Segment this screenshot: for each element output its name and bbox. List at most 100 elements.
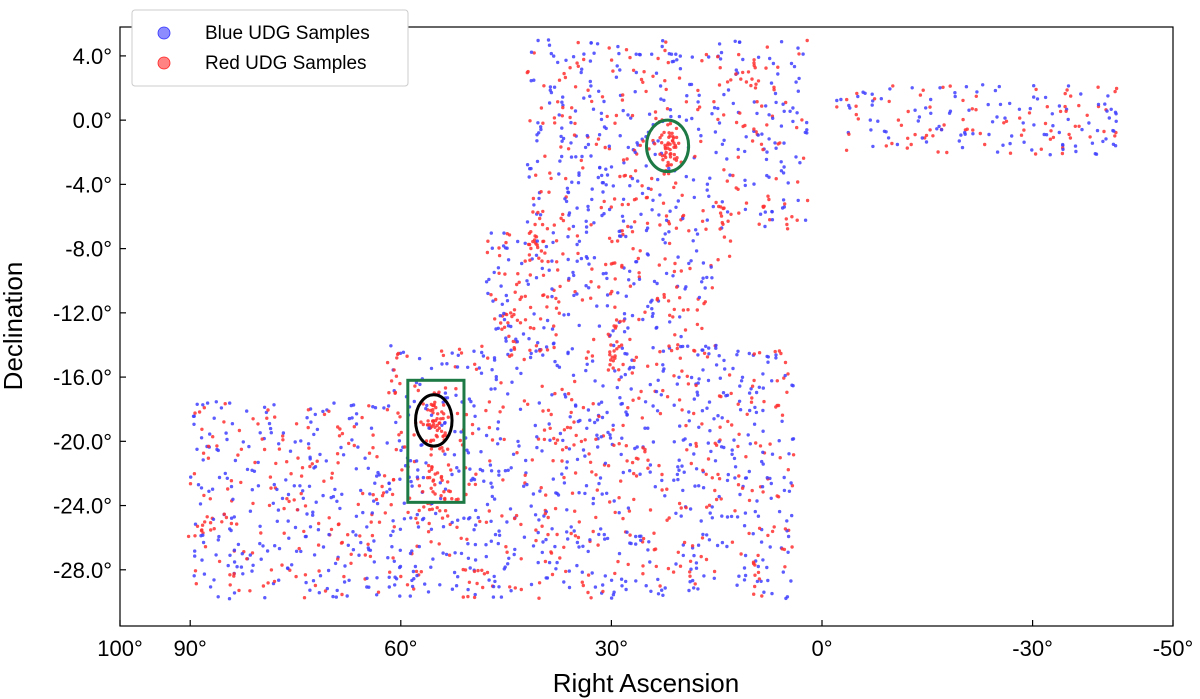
blue-udg-point	[929, 97, 933, 102]
blue-udg-point	[683, 287, 687, 291]
blue-udg-point	[525, 163, 530, 167]
blue-udg-point	[531, 544, 536, 548]
red-udg-point	[222, 512, 226, 516]
blue-udg-point	[570, 180, 574, 184]
red-udg-point	[785, 227, 790, 231]
blue-udg-point	[479, 371, 484, 375]
red-udg-point	[678, 356, 682, 360]
red-udg-point	[500, 514, 504, 518]
red-udg-point	[772, 525, 776, 529]
blue-udg-point	[497, 473, 501, 477]
blue-udg-point	[659, 393, 663, 397]
blue-udg-point	[719, 445, 724, 449]
blue-udg-point	[545, 318, 550, 323]
red-udg-point	[513, 586, 517, 590]
blue-udg-point	[1050, 112, 1055, 116]
blue-udg-point	[281, 431, 286, 435]
red-udg-point	[722, 168, 726, 172]
red-udg-point	[696, 88, 700, 93]
blue-udg-point	[401, 350, 406, 354]
blue-udg-point	[803, 218, 808, 222]
blue-udg-point	[634, 534, 638, 539]
blue-udg-point	[335, 499, 339, 503]
red-udg-point	[580, 298, 585, 302]
blue-udg-point	[656, 592, 661, 596]
blue-udg-point	[574, 404, 578, 408]
blue-udg-point	[402, 517, 407, 521]
blue-udg-point	[701, 486, 706, 490]
red-udg-point	[510, 353, 514, 357]
blue-udg-point	[677, 375, 681, 379]
x-tick-label: 0°	[811, 636, 832, 661]
blue-udg-point	[781, 102, 785, 106]
red-udg-point	[630, 230, 635, 234]
blue-udg-point	[649, 300, 653, 304]
blue-udg-point	[390, 545, 394, 549]
red-udg-point	[626, 406, 630, 410]
blue-udg-point	[301, 489, 305, 493]
blue-udg-point	[345, 594, 349, 598]
blue-udg-point	[402, 501, 406, 505]
blue-udg-point	[497, 529, 501, 533]
blue-udg-point	[761, 429, 765, 433]
red-udg-point	[672, 374, 676, 378]
red-udg-point	[661, 158, 665, 162]
red-udg-point	[668, 121, 673, 126]
red-udg-point	[784, 100, 788, 105]
blue-udg-point	[755, 579, 760, 584]
blue-udg-point	[651, 440, 656, 444]
blue-udg-point	[741, 57, 745, 62]
red-udg-point	[412, 587, 416, 591]
red-udg-point	[337, 434, 342, 438]
red-udg-point	[750, 488, 754, 493]
blue-udg-point	[592, 51, 596, 55]
blue-udg-point	[294, 549, 299, 553]
red-udg-point	[555, 438, 560, 442]
red-udg-point	[385, 408, 390, 412]
blue-udg-point	[615, 64, 619, 68]
blue-udg-point	[920, 136, 924, 140]
red-udg-point	[795, 125, 799, 130]
blue-udg-point	[551, 477, 555, 481]
red-udg-point	[611, 261, 615, 265]
blue-udg-point	[601, 190, 605, 194]
red-udg-point	[248, 589, 252, 593]
red-udg-point	[658, 411, 663, 416]
red-udg-point	[559, 216, 563, 220]
blue-udg-point	[708, 511, 712, 515]
blue-udg-point	[443, 487, 448, 491]
blue-udg-point	[650, 208, 654, 212]
red-udg-point	[668, 313, 672, 317]
blue-udg-point	[648, 382, 652, 387]
blue-udg-point	[577, 491, 581, 495]
blue-udg-point	[998, 102, 1003, 107]
blue-udg-point	[541, 540, 545, 544]
red-udg-point	[369, 520, 373, 524]
red-udg-point	[752, 378, 756, 383]
red-udg-point	[767, 197, 771, 202]
red-udg-point	[884, 144, 888, 148]
red-udg-point	[644, 89, 648, 94]
red-udg-point	[228, 573, 232, 577]
blue-udg-point	[195, 447, 199, 451]
blue-udg-point	[536, 560, 540, 565]
blue-udg-point	[604, 271, 608, 275]
blue-udg-point	[560, 100, 564, 104]
blue-udg-point	[486, 291, 490, 296]
red-udg-point	[1002, 121, 1006, 125]
red-udg-point	[361, 491, 365, 496]
red-udg-point	[545, 295, 550, 299]
red-udg-point	[229, 521, 234, 526]
blue-udg-point	[647, 112, 652, 116]
red-udg-point	[417, 484, 422, 488]
red-udg-point	[415, 521, 420, 525]
red-udg-point	[546, 259, 550, 264]
blue-udg-point	[586, 142, 591, 147]
red-udg-point	[449, 468, 453, 472]
red-udg-point	[680, 193, 684, 197]
red-udg-point	[1088, 135, 1092, 139]
red-udg-point	[589, 596, 593, 600]
red-udg-point	[558, 556, 562, 560]
red-udg-point	[389, 503, 393, 507]
blue-udg-point	[276, 508, 281, 512]
